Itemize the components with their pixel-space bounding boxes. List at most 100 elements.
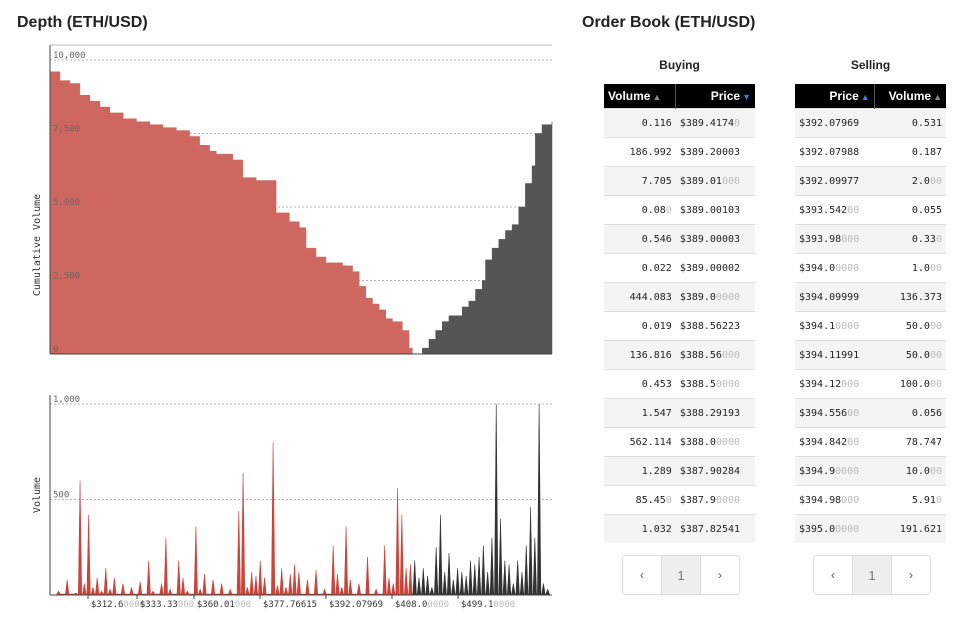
selling-price-header[interactable]: Price ▲ [795,84,875,109]
volume-buy-area [55,442,414,596]
buying-table: Volume ▲︎ Price ▼ 0.116 $389.41740 186.992 $3… [604,84,755,543]
buying-row[interactable]: 0.080 $389.00103 [604,195,755,225]
selling-volume-cell: 0.055 [874,195,946,225]
buying-price-cell: $388.56000 [675,340,755,370]
buying-volume-cell: 136.816 [604,340,676,370]
selling-price-cell: $394.84200 [795,427,875,457]
selling-row[interactable]: $394.55600 0.056 [795,398,946,428]
volume-x-tick: $360.01000 [197,600,251,610]
buying-price-cell: $389.00002 [675,253,755,283]
selling-row[interactable]: $395.00000 191.621 [795,514,946,543]
volume-y-tick: 1,000 [53,395,80,405]
sort-desc-icon: ▼ [742,92,751,102]
buying-volume-cell: 0.019 [604,311,676,341]
depth-y-tick: 5,000 [53,198,80,208]
volume-x-tick: $499.10000 [461,600,515,610]
buying-row[interactable]: 186.992 $389.20003 [604,137,755,167]
buying-row[interactable]: 1.289 $387.90284 [604,456,755,486]
buying-volume-header[interactable]: Volume ▲︎ [604,84,677,109]
selling-row[interactable]: $394.12000 100.000 [795,369,946,399]
depth-y-axis-label: Cumulative Volume [32,194,43,296]
selling-price-cell: $394.55600 [795,398,875,428]
buying-price-cell: $389.00003 [675,224,755,254]
buying-volume-cell: 85.450 [604,485,676,515]
buying-next-page-button[interactable]: › [718,568,722,582]
selling-price-cell: $392.07969 [795,108,875,138]
buying-row[interactable]: 85.450 $387.90000 [604,485,755,515]
sort-both-icon: ▲︎ [652,92,662,102]
selling-row[interactable]: $392.07969 0.531 [795,108,946,138]
selling-prev-page-button[interactable]: ‹ [831,568,835,582]
selling-row[interactable]: $394.11991 50.000 [795,340,946,370]
depth-buy-area [49,71,413,355]
selling-volume-cell: 0.187 [874,137,946,167]
buying-current-page[interactable]: 1 [661,556,701,594]
buying-volume-cell: 0.453 [604,369,676,399]
buying-row[interactable]: 562.114 $388.00000 [604,427,755,457]
buying-price-cell: $389.00000 [675,282,755,312]
selling-row[interactable]: $394.90000 10.000 [795,456,946,486]
selling-price-cell: $392.09977 [795,166,875,196]
buying-row[interactable]: 0.546 $389.00003 [604,224,755,254]
selling-price-cell: $394.12000 [795,369,875,399]
buying-row[interactable]: 1.032 $387.82541 [604,514,755,543]
selling-volume-cell: 100.000 [874,369,946,399]
buying-price-cell: $388.00000 [675,427,755,457]
selling-row[interactable]: $393.54200 0.055 [795,195,946,225]
buying-row[interactable]: 0.453 $388.50000 [604,369,755,399]
depth-y-tick: 7,500 [53,125,80,135]
selling-volume-cell: 10.000 [874,456,946,486]
buying-row[interactable]: 1.547 $388.29193 [604,398,755,428]
selling-price-cell: $394.00000 [795,253,875,283]
selling-volume-cell: 1.000 [874,253,946,283]
volume-x-tick: $377.76615 [263,600,317,610]
buying-row[interactable]: 0.116 $389.41740 [604,108,755,138]
selling-price-cell: $392.07988 [795,137,875,167]
selling-volume-cell: 50.000 [874,311,946,341]
selling-row[interactable]: $394.98000 5.910 [795,485,946,515]
buying-row[interactable]: 0.022 $389.00002 [604,253,755,283]
buying-row[interactable]: 7.705 $389.01000 [604,166,755,196]
depth-sell-area [419,121,553,355]
selling-row[interactable]: $394.84200 78.747 [795,427,946,457]
selling-row[interactable]: $394.09999 136.373 [795,282,946,312]
selling-price-cell: $394.90000 [795,456,875,486]
selling-row[interactable]: $392.07988 0.187 [795,137,946,167]
buying-price-cell: $388.29193 [675,398,755,428]
selling-price-cell: $394.09999 [795,282,875,312]
volume-y-tick: 500 [53,491,69,501]
buying-title: Buying [659,58,700,72]
volume-sell-area [412,403,551,596]
volume-y-axis-label: Volume [32,477,43,513]
selling-volume-header[interactable]: Volume ▲ [874,84,946,109]
buying-row[interactable]: 136.816 $388.56000 [604,340,755,370]
buying-volume-cell: 7.705 [604,166,676,196]
selling-row[interactable]: $392.09977 2.000 [795,166,946,196]
selling-price-cell: $393.54200 [795,195,875,225]
selling-next-page-button[interactable]: › [909,568,913,582]
selling-row[interactable]: $393.98000 0.330 [795,224,946,254]
selling-current-page[interactable]: 1 [852,556,892,594]
buying-price-cell: $388.50000 [675,369,755,399]
buying-price-cell: $387.90284 [675,456,755,486]
selling-volume-cell: 136.373 [874,282,946,312]
selling-volume-cell: 0.330 [874,224,946,254]
selling-row[interactable]: $394.10000 50.000 [795,311,946,341]
selling-price-cell: $394.98000 [795,485,875,515]
buying-row[interactable]: 444.083 $389.00000 [604,282,755,312]
buying-price-cell: $389.01000 [675,166,755,196]
depth-chart-title: Depth (ETH/USD) [17,14,148,31]
depth-y-tick: 10,000 [53,51,86,61]
buying-price-header[interactable]: Price ▼ [675,84,755,109]
buying-row[interactable]: 0.019 $388.56223 [604,311,755,341]
buying-pagination: ‹ 1 › [622,555,740,595]
buying-price-cell: $389.41740 [675,108,755,138]
selling-volume-cell: 50.000 [874,340,946,370]
volume-x-tick: $408.00000 [395,600,449,610]
selling-volume-cell: 78.747 [874,427,946,457]
selling-volume-cell: 5.910 [874,485,946,515]
buying-prev-page-button[interactable]: ‹ [640,568,644,582]
sort-asc-icon: ▲ [860,92,870,102]
selling-volume-cell: 0.531 [874,108,946,138]
selling-row[interactable]: $394.00000 1.000 [795,253,946,283]
